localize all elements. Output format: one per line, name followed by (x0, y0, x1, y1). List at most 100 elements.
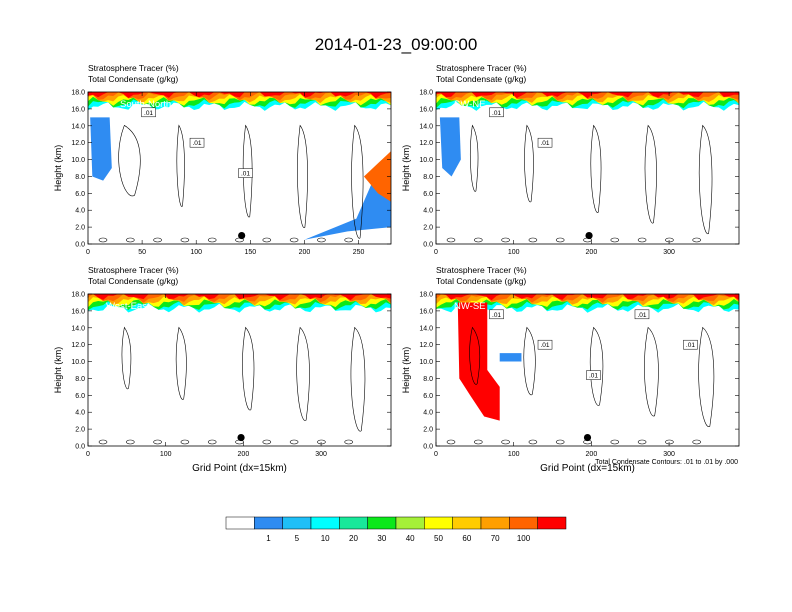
y-tick-label: 4.0 (423, 410, 433, 417)
x-tick-label: 100 (508, 249, 520, 256)
condensate-contour (180, 439, 190, 445)
contour-label-box (537, 339, 553, 350)
condensate-contour (242, 326, 255, 411)
colorbar-swatch (225, 516, 255, 530)
x-tick-label: 0 (434, 451, 438, 458)
y-tick-label: 16.0 (419, 106, 433, 113)
location-marker (238, 231, 246, 240)
tracer-band (88, 294, 391, 301)
y-axis-label: Height (km) (53, 145, 63, 192)
colorbar-label: 30 (377, 534, 386, 543)
contour-label-box (489, 309, 504, 320)
x-tick-label: 200 (299, 249, 311, 256)
y-tick-label: 16.0 (71, 106, 85, 113)
location-marker (237, 433, 245, 442)
panel-nw-se: Stratosphere Tracer (%)Total Condensate … (401, 265, 740, 474)
y-tick-label: 2.0 (423, 225, 433, 232)
y-tick-label: 4.0 (423, 208, 433, 215)
condensate-contour (692, 237, 702, 243)
y-tick-label: 16.0 (419, 308, 433, 315)
plot-content (88, 294, 391, 445)
plot-area (88, 92, 391, 244)
y-tick-label: 18.0 (71, 90, 85, 97)
x-tick-label: 200 (586, 451, 598, 458)
page-title: 2014-01-23_09:00:00 (315, 35, 478, 54)
condensate-contour (470, 124, 479, 192)
plot-frame (87, 91, 392, 245)
colorbar-swatch (452, 516, 482, 530)
condensate-contour (501, 439, 510, 445)
condensate-contour (297, 124, 308, 228)
location-marker (583, 433, 592, 442)
contour-label-box (238, 168, 253, 178)
condensate-contour (637, 237, 647, 243)
condensate-contour (175, 326, 187, 400)
tracer-intrusion (499, 353, 522, 362)
contour-value-label: .01 (686, 342, 695, 349)
field-label: Stratosphere Tracer (%) (436, 63, 527, 73)
condensate-contour (644, 326, 659, 417)
condensate-contour (698, 326, 715, 427)
colorbar-swatch (339, 516, 368, 530)
contour-value-label: .01 (540, 342, 549, 349)
colorbar-swatch (367, 516, 397, 530)
panel-west-east: Stratosphere Tracer (%)Total Condensate … (53, 265, 392, 474)
y-tick-label: 6.0 (423, 191, 433, 198)
condensate-contour (350, 326, 366, 432)
y-tick-label: 12.0 (419, 342, 433, 349)
plot-frame (435, 91, 740, 245)
x-tick-label: 0 (434, 249, 438, 256)
condensate-contour (524, 124, 534, 203)
condensate-contour (118, 125, 141, 197)
tracer-band (88, 92, 391, 99)
x-tick-label: 300 (315, 451, 327, 458)
contour-label: Total Condensate (g/kg) (436, 74, 526, 84)
field-label: Stratosphere Tracer (%) (88, 265, 179, 275)
y-tick-label: 12.0 (71, 342, 85, 349)
condensate-contour (126, 439, 135, 445)
plot-content: .01 .01 .01 .01 .01 (436, 294, 739, 445)
condensate-contour (523, 326, 536, 396)
condensate-contour (207, 237, 217, 243)
condensate-contour (589, 326, 604, 406)
panel-label: SW-NE (454, 99, 486, 110)
y-tick-label: 4.0 (75, 208, 85, 215)
colorbar-label: 70 (491, 534, 500, 543)
contour-label-box (141, 107, 156, 118)
colorbar-label: 5 (295, 534, 300, 543)
x-tick-label: 150 (244, 249, 256, 256)
contour-label-box (683, 339, 698, 350)
condensate-contour (317, 439, 326, 445)
condensate-contour (344, 439, 354, 445)
plot-area (436, 92, 739, 244)
colorbar-swatch (537, 516, 567, 530)
y-tick-label: 0.0 (75, 444, 85, 451)
panel-label: NW-SE (454, 301, 486, 312)
plot-content: .01 .01 .01 (88, 92, 391, 243)
condensate-contour (207, 439, 217, 445)
condensate-contour (153, 439, 162, 445)
colorbar-swatch (509, 516, 538, 530)
y-tick-label: 14.0 (419, 325, 433, 332)
x-tick-label: 100 (190, 249, 202, 256)
x-tick-label: 0 (86, 451, 90, 458)
contour-label: Total Condensate (g/kg) (88, 276, 178, 286)
tracer-intrusion (304, 151, 391, 240)
condensate-contour (469, 326, 481, 385)
x-tick-label: 200 (586, 249, 598, 256)
y-tick-label: 14.0 (71, 123, 85, 130)
y-tick-label: 8.0 (423, 174, 433, 181)
condensate-contour (528, 439, 538, 445)
y-tick-label: 16.0 (71, 308, 85, 315)
contour-note: Total Condensate Contours: .01 to .01 by… (595, 459, 738, 466)
x-tick-label: 200 (238, 451, 250, 458)
y-tick-label: 18.0 (419, 292, 433, 299)
y-tick-label: 6.0 (423, 393, 433, 400)
y-tick-label: 14.0 (71, 325, 85, 332)
tracer-intrusion (457, 302, 500, 421)
condensate-contour (501, 237, 510, 243)
contour-value-label: .01 (589, 373, 598, 380)
x-tick-label: 250 (353, 249, 365, 256)
x-axis-label: Grid Point (dx=15km) (540, 463, 635, 474)
